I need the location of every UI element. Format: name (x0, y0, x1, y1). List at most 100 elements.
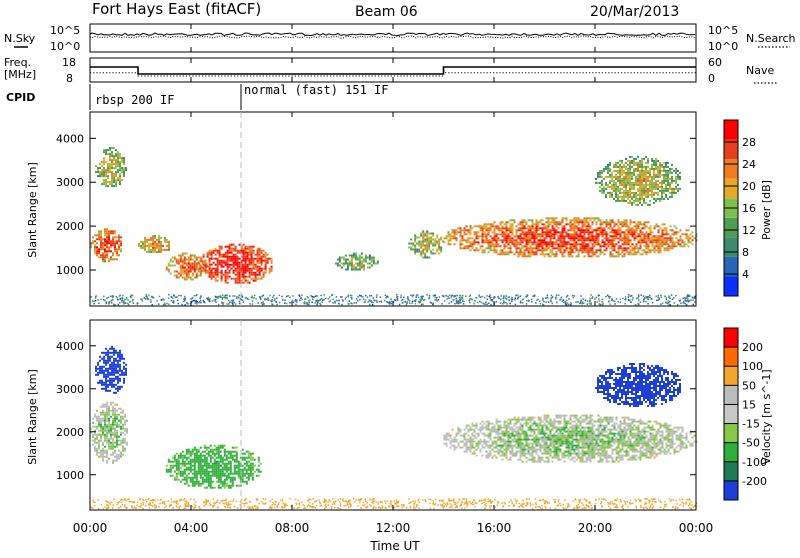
cell (588, 237, 590, 239)
cell (613, 164, 615, 166)
cell (661, 194, 663, 196)
cell (486, 235, 488, 237)
cell (108, 414, 110, 416)
cell (630, 245, 632, 247)
cell (396, 299, 398, 301)
cell (237, 270, 239, 272)
cell (148, 247, 150, 249)
cell (671, 164, 673, 166)
cell (675, 176, 677, 178)
cell (602, 302, 604, 304)
cell (470, 298, 472, 300)
cell (100, 420, 102, 422)
cell (673, 297, 675, 299)
cell (100, 454, 102, 456)
cell (106, 436, 108, 438)
cell (426, 241, 428, 243)
cell (237, 278, 239, 280)
cell (121, 157, 123, 159)
cell (635, 200, 637, 202)
cell (106, 452, 108, 454)
cell (629, 194, 631, 196)
cell (148, 239, 150, 241)
cell (210, 483, 212, 485)
cell (602, 251, 604, 253)
cell (496, 241, 498, 243)
cell (353, 257, 355, 259)
cell (190, 277, 192, 279)
cell (414, 251, 416, 253)
cell (574, 223, 576, 225)
cell (102, 404, 104, 406)
cell (688, 241, 690, 243)
cell (506, 235, 508, 237)
cell (104, 250, 106, 252)
cell (144, 247, 146, 249)
cell (564, 245, 566, 247)
cell (592, 296, 594, 298)
cell (436, 235, 438, 237)
cell (214, 487, 216, 489)
cell (655, 188, 657, 190)
cell (672, 243, 674, 245)
cell (194, 473, 196, 475)
cell (572, 233, 574, 235)
cell (176, 453, 178, 455)
cell (222, 463, 224, 465)
cell (104, 452, 106, 454)
cell (223, 254, 225, 256)
cell (353, 267, 355, 269)
cell (617, 178, 619, 180)
cell (218, 477, 220, 479)
cell (638, 239, 640, 241)
cell (532, 233, 534, 235)
cell (190, 453, 192, 455)
cell (211, 268, 213, 270)
cell (168, 263, 170, 265)
cell (200, 471, 202, 473)
cell (550, 233, 552, 235)
cell (574, 237, 576, 239)
cell (102, 420, 104, 422)
cell (304, 303, 306, 305)
cell (110, 410, 112, 412)
cell (184, 277, 186, 279)
cell (94, 448, 96, 450)
cell (107, 368, 109, 370)
cell (492, 245, 494, 247)
cell (208, 447, 210, 449)
cell (460, 243, 462, 245)
cell (638, 221, 640, 223)
cell (600, 229, 602, 231)
cell (656, 245, 658, 247)
cell (190, 451, 192, 453)
cell (107, 362, 109, 364)
cell (512, 227, 514, 229)
cell (678, 243, 680, 245)
cell (574, 235, 576, 237)
cell (573, 297, 575, 299)
cell (665, 166, 667, 168)
cell (554, 255, 556, 257)
cell (372, 302, 374, 304)
cell (672, 239, 674, 241)
cell (249, 303, 251, 305)
cell (597, 172, 599, 174)
cell (530, 247, 532, 249)
cell (633, 200, 635, 202)
cell (176, 275, 178, 277)
cell (460, 235, 462, 237)
cell (596, 251, 598, 253)
cell (606, 221, 608, 223)
cell (196, 459, 198, 461)
cell (209, 270, 211, 272)
cell (113, 364, 115, 366)
cell (94, 440, 96, 442)
cell (363, 267, 365, 269)
cell (229, 296, 231, 298)
cell (98, 232, 100, 234)
cell (526, 233, 528, 235)
cell (113, 157, 115, 159)
cell (264, 298, 266, 300)
cell (347, 269, 349, 271)
